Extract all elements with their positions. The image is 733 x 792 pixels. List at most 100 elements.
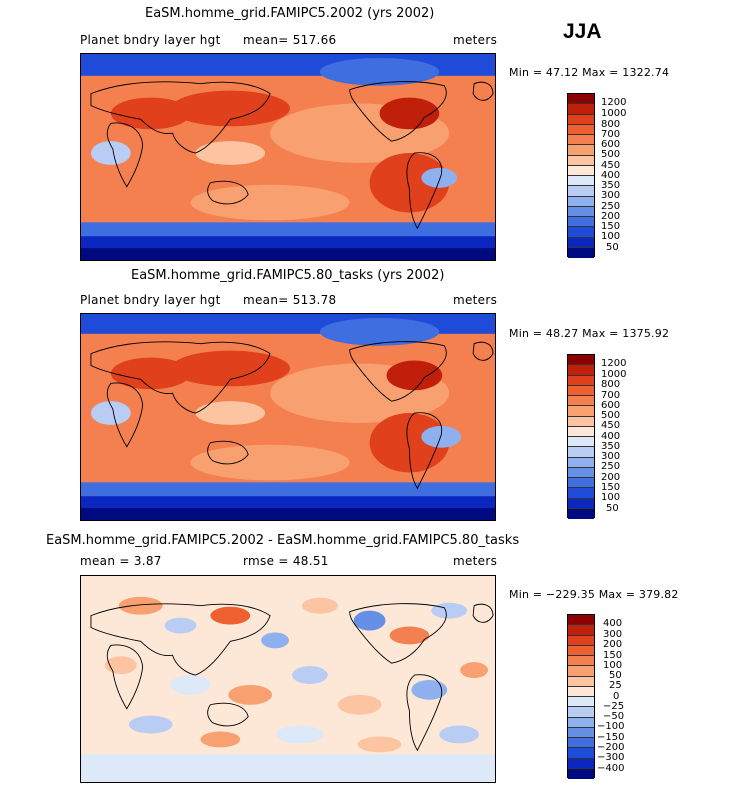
panel-3-colorbar-swatch <box>568 615 594 626</box>
panel-3-units: meters <box>453 554 498 568</box>
panel-1-colorbar-swatch <box>568 165 594 176</box>
panel-1-colorbar-swatch <box>568 114 594 125</box>
panel-3-colorbar-tick: 200 <box>603 639 623 650</box>
panel-3-mean: mean = 3.87 <box>80 554 162 568</box>
panel-3-colorbar-tick: −25 <box>603 701 625 712</box>
panel-3-colorbar-swatch <box>568 707 594 718</box>
panel-1-colorbar-tick: 700 <box>601 129 621 140</box>
panel-3-colorbar-swatch <box>568 635 594 646</box>
panel-2-colorbar-swatch <box>568 385 594 396</box>
season-label: JJA <box>563 20 602 43</box>
panel-1-colorbar-tick: 1200 <box>601 97 627 108</box>
panel-2-units: meters <box>453 293 498 307</box>
panel-1-colorbar-tick: 800 <box>601 119 621 130</box>
panel-3-colorbar-swatch <box>568 717 594 728</box>
panel-1-colorbar-swatch <box>568 196 594 207</box>
panel-3-colorbar-swatch <box>568 697 594 708</box>
panel-1-colorbar-tick: 350 <box>601 180 621 191</box>
panel-3-colorbar-swatch <box>568 676 594 687</box>
panel-3-colorbar-swatch <box>568 666 594 677</box>
panel-3-colorbar-swatch <box>568 686 594 697</box>
panel-2-map <box>80 313 496 521</box>
panel-2-colorbar-swatch <box>568 416 594 427</box>
panel-1-colorbar-tick: 400 <box>601 170 621 181</box>
panel-2-colorbar-swatch <box>568 406 594 417</box>
panel-2-colorbar-swatch <box>568 447 594 458</box>
panel-2-colorbar-tick: 800 <box>601 379 621 390</box>
panel-1-colorbar-swatch <box>568 145 594 156</box>
panel-3-colorbar-swatch <box>568 656 594 667</box>
panel-2-colorbar-swatch <box>568 478 594 489</box>
panel-3-rmse: rmse = 48.51 <box>243 554 329 568</box>
panel-1-colorbar-tick: 600 <box>601 139 621 150</box>
panel-3-colorbar-swatch <box>568 625 594 636</box>
panel-2-colorbar-tick: 1000 <box>601 369 627 380</box>
panel-2-colorbar-tick: 150 <box>601 482 621 493</box>
panel-3-colorbar-swatch <box>568 727 594 738</box>
panel-2-title: EaSM.homme_grid.FAMIPC5.80_tasks (yrs 20… <box>131 268 445 283</box>
panel-3-colorbar-swatch <box>568 645 594 656</box>
panel-2-colorbar-swatch <box>568 508 594 519</box>
panel-2-colorbar-swatch <box>568 498 594 509</box>
panel-2-colorbar <box>567 354 595 519</box>
panel-1-colorbar-swatch <box>568 104 594 115</box>
panel-2-colorbar-tick: 600 <box>601 400 621 411</box>
panel-2-colorbar-tick: 300 <box>601 451 621 462</box>
panel-2-colorbar-swatch <box>568 488 594 499</box>
panel-3-colorbar-tick: 400 <box>603 618 623 629</box>
panel-3-colorbar-tick: −150 <box>597 732 625 743</box>
panel-2-colorbar-swatch <box>568 426 594 437</box>
panel-1-units: meters <box>453 33 498 47</box>
panel-1-colorbar-swatch <box>568 206 594 217</box>
panel-3-map <box>80 575 496 783</box>
panel-3-colorbar-tick: −400 <box>597 763 625 774</box>
panel-1-colorbar-tick: 250 <box>601 201 621 212</box>
panel-2-colorbar-tick: 400 <box>601 431 621 442</box>
panel-1-colorbar-tick: 200 <box>601 211 621 222</box>
panel-1-colorbar-swatch <box>568 237 594 248</box>
panel-1-colorbar-swatch <box>568 176 594 187</box>
panel-3-colorbar-tick: −100 <box>597 721 625 732</box>
panel-2-colorbar-swatch <box>568 396 594 407</box>
panel-2-colorbar-tick: 500 <box>601 410 621 421</box>
panel-2-colorbar-tick: 50 <box>606 503 619 514</box>
panel-2-colorbar-swatch <box>568 467 594 478</box>
panel-3-colorbar <box>567 614 595 779</box>
panel-1-title: EaSM.homme_grid.FAMIPC5.2002 (yrs 2002) <box>145 6 435 21</box>
panel-1-colorbar-swatch <box>568 227 594 238</box>
panel-1-colorbar-swatch <box>568 155 594 166</box>
panel-2-colorbar-swatch <box>568 375 594 386</box>
panel-1-colorbar-swatch <box>568 135 594 146</box>
panel-2-colorbar-tick: 100 <box>601 492 621 503</box>
panel-2-colorbar-tick: 1200 <box>601 358 627 369</box>
panel-3-colorbar-tick: −200 <box>597 742 625 753</box>
panel-2-colorbar-swatch <box>568 355 594 366</box>
panel-3-map-svg <box>81 576 495 782</box>
panel-3-colorbar-tick: 25 <box>609 680 622 691</box>
panel-3-colorbar-swatch <box>568 748 594 759</box>
panel-1-minmax: Min = 47.12 Max = 1322.74 <box>509 66 670 79</box>
panel-1-colorbar-swatch <box>568 186 594 197</box>
panel-1-colorbar <box>567 93 595 258</box>
panel-3-title: EaSM.homme_grid.FAMIPC5.2002 - EaSM.homm… <box>46 533 520 548</box>
panel-2-colorbar-tick: 350 <box>601 441 621 452</box>
panel-2-variable: Planet bndry layer hgt <box>80 293 221 307</box>
panel-2-minmax: Min = 48.27 Max = 1375.92 <box>509 327 670 340</box>
panel-1-mean: mean= 517.66 <box>243 33 337 47</box>
panel-2-map-svg <box>81 314 495 520</box>
panel-1-colorbar-tick: 1000 <box>601 108 627 119</box>
panel-3-colorbar-swatch <box>568 758 594 769</box>
panel-2-mean: mean= 513.78 <box>243 293 337 307</box>
panel-1-colorbar-tick: 450 <box>601 160 621 171</box>
panel-3-colorbar-tick: 150 <box>603 650 623 661</box>
panel-1-map <box>80 53 496 261</box>
panel-2-colorbar-tick: 450 <box>601 420 621 431</box>
panel-2-colorbar-tick: 250 <box>601 461 621 472</box>
panel-3-colorbar-tick: 100 <box>603 660 623 671</box>
panel-3-colorbar-swatch <box>568 768 594 779</box>
panel-2-colorbar-swatch <box>568 365 594 376</box>
panel-1-colorbar-swatch <box>568 247 594 258</box>
panel-3-colorbar-tick: 300 <box>603 629 623 640</box>
panel-3-colorbar-swatch <box>568 738 594 749</box>
panel-1-colorbar-swatch <box>568 94 594 105</box>
